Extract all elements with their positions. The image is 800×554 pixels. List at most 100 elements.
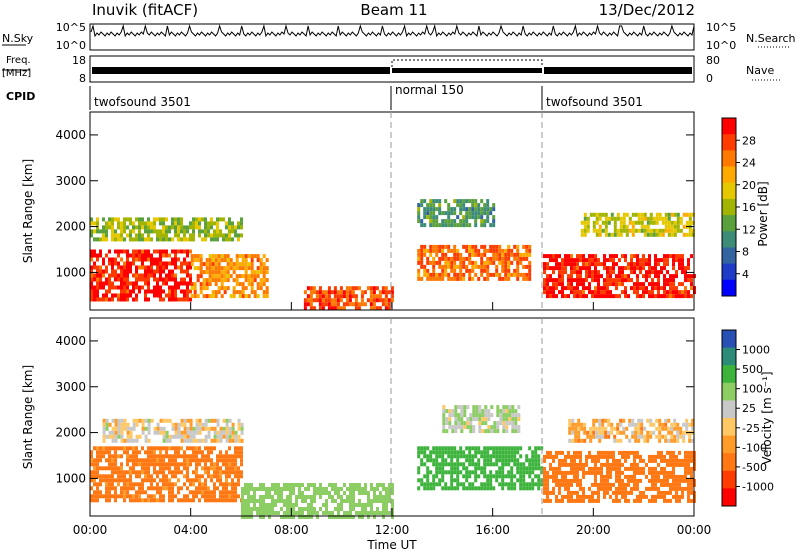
- power-cell: [99, 269, 102, 274]
- power-cell: [673, 232, 677, 237]
- velocity-cell: [672, 486, 675, 491]
- power-cell: [384, 302, 388, 307]
- velocity-cell: [588, 494, 591, 499]
- power-cell: [150, 225, 153, 230]
- power-cell: [220, 266, 224, 271]
- power-cell: [171, 289, 174, 294]
- velocity-cell: [624, 454, 627, 459]
- power-cell: [459, 203, 463, 208]
- power-cell: [256, 266, 260, 271]
- power-cell: [580, 228, 584, 233]
- velocity-cell: [451, 425, 455, 430]
- power-cell: [657, 274, 660, 279]
- velocity-cell: [675, 474, 678, 479]
- power-cell: [543, 286, 546, 291]
- power-cell: [429, 276, 433, 281]
- velocity-cell: [496, 413, 500, 418]
- velocity-cell: [504, 462, 508, 467]
- velocity-cell: [583, 422, 587, 427]
- velocity-cell: [441, 474, 445, 479]
- power-cell: [217, 258, 221, 263]
- power-cell: [96, 269, 99, 274]
- velocity-cell: [364, 503, 367, 507]
- power-cell: [423, 207, 427, 212]
- velocity-cell: [516, 470, 520, 475]
- power-cell: [561, 286, 564, 291]
- velocity-cell: [588, 450, 591, 455]
- power-cell: [93, 289, 96, 294]
- velocity-cell: [486, 462, 490, 467]
- power-cell: [111, 221, 114, 226]
- velocity-cell: [147, 458, 150, 463]
- power-cell: [595, 232, 599, 237]
- velocity-cell: [159, 498, 162, 503]
- power-cell: [444, 219, 448, 224]
- power-cell: [627, 294, 630, 299]
- velocity-cell: [496, 405, 500, 410]
- velocity-cell: [138, 474, 141, 479]
- velocity-cell: [489, 446, 493, 451]
- power-cell: [669, 282, 672, 287]
- power-cell: [435, 219, 439, 224]
- velocity-cell: [186, 498, 189, 503]
- velocity-cell: [492, 450, 496, 455]
- velocity-cell: [505, 413, 509, 418]
- velocity-colorbar-swatch-4: [722, 400, 736, 419]
- velocity-cell: [114, 462, 117, 467]
- power-cell: [253, 274, 257, 279]
- power-cell: [666, 294, 669, 299]
- power-cell: [543, 266, 546, 271]
- velocity-cell: [316, 487, 319, 491]
- power-cell: [129, 265, 132, 270]
- power-cell: [663, 258, 666, 263]
- velocity-cell: [456, 462, 460, 467]
- velocity-cell: [177, 434, 181, 439]
- power-cell: [630, 286, 633, 291]
- velocity-cell: [180, 418, 184, 423]
- power-cell: [250, 258, 254, 263]
- velocity-cell: [658, 418, 662, 423]
- power-cell: [465, 244, 469, 249]
- velocity-cell: [684, 478, 687, 483]
- velocity-cell: [123, 426, 127, 431]
- velocity-ylabel: Slant Range [km]: [21, 365, 35, 469]
- velocity-cell: [165, 462, 168, 467]
- power-cell: [265, 270, 269, 275]
- power-cell: [426, 211, 430, 216]
- power-cell: [138, 225, 141, 230]
- velocity-cell: [484, 429, 488, 434]
- power-cell: [144, 225, 147, 230]
- velocity-cell: [561, 498, 564, 503]
- velocity-cell: [444, 486, 448, 491]
- power-cell: [417, 211, 421, 216]
- velocity-cell: [640, 422, 644, 427]
- velocity-cell: [528, 482, 532, 487]
- velocity-cell: [310, 499, 313, 503]
- power-cell: [595, 216, 599, 221]
- power-cell: [486, 199, 490, 204]
- power-cell: [679, 220, 683, 225]
- power-cell: [636, 262, 639, 267]
- power-cell: [432, 260, 436, 265]
- velocity-cell: [469, 413, 473, 418]
- power-cell: [652, 232, 656, 237]
- power-cell: [177, 229, 180, 234]
- velocity-cell: [331, 495, 334, 499]
- velocity-cell: [93, 490, 96, 495]
- power-cell: [357, 286, 361, 291]
- velocity-cell: [454, 409, 458, 414]
- power-cell: [183, 293, 186, 298]
- velocity-colorbar-swatch-1: [722, 347, 736, 366]
- power-cell: [612, 254, 615, 259]
- velocity-cell: [616, 422, 620, 427]
- velocity-cell: [607, 430, 611, 435]
- xtick-label-3: 12:00: [375, 523, 410, 537]
- power-cell: [450, 219, 454, 224]
- power-cell: [105, 297, 108, 302]
- velocity-cell: [334, 483, 337, 487]
- power-cell: [673, 224, 677, 229]
- power-cell: [561, 274, 564, 279]
- power-cell: [312, 286, 316, 291]
- power-cell: [225, 237, 228, 242]
- power-cell: [253, 294, 257, 299]
